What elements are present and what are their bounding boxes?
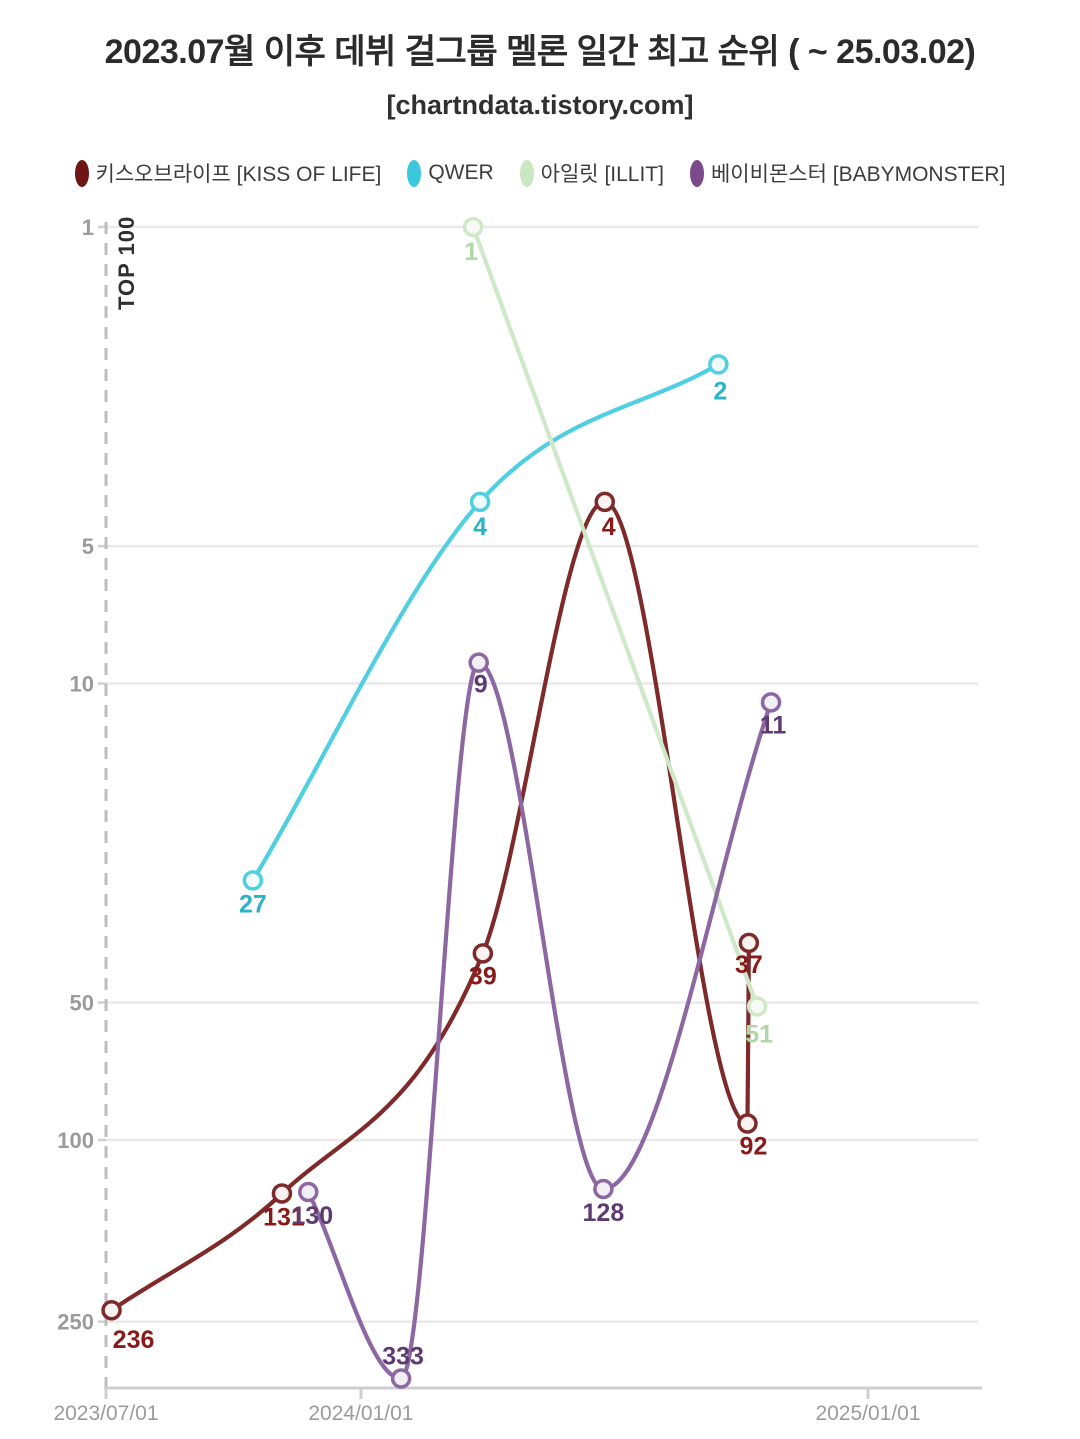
data-point-0 <box>101 1299 122 1321</box>
data-point-label-0: 4 <box>602 513 616 541</box>
data-point-3 <box>390 1368 412 1389</box>
data-point-2 <box>462 216 484 238</box>
data-point-0 <box>472 943 494 964</box>
data-point-label-1: 4 <box>473 513 487 541</box>
data-point-0 <box>738 932 760 954</box>
data-point-1 <box>708 354 729 375</box>
data-point-label-0: 131 <box>263 1204 305 1232</box>
legend-marker-icon <box>689 159 704 187</box>
data-point-1 <box>469 491 491 513</box>
legend-item-3: 베이비몬스터 [BABYMONSTER] <box>689 158 1006 188</box>
data-point-label-1: 2 <box>713 377 727 405</box>
y-tick-label: 5 <box>82 534 94 559</box>
y-tick-label: 10 <box>70 672 94 697</box>
legend-item-1: QWER <box>407 159 494 187</box>
legend-marker-icon <box>519 159 534 187</box>
data-point-0 <box>737 1113 758 1134</box>
data-point-3 <box>593 1178 614 1200</box>
x-tick-label: 2024/01/01 <box>308 1402 413 1425</box>
data-point-label-0: 236 <box>113 1326 155 1354</box>
data-point-2 <box>746 996 768 1017</box>
data-point-3 <box>760 692 782 713</box>
data-point-label-2: 1 <box>464 238 478 266</box>
data-point-label-3: 11 <box>760 711 787 739</box>
legend-item-2: 아일릿 [ILLIT] <box>519 158 664 188</box>
series-line-3 <box>306 660 774 1381</box>
data-point-label-3: 130 <box>291 1202 333 1230</box>
x-tick-label: 2023/07/01 <box>53 1402 158 1425</box>
legend-label: 키스오브라이프 [KISS OF LIFE] <box>95 163 382 186</box>
series-line-2 <box>471 224 760 1009</box>
data-point-label-0: 37 <box>735 951 763 979</box>
y-tick-label: 250 <box>57 1310 94 1335</box>
data-point-1 <box>242 870 264 891</box>
y-tick-label: 1 <box>82 215 94 240</box>
series-line-1 <box>250 362 721 883</box>
series-line-0 <box>109 499 751 1313</box>
y-tick-label: 100 <box>57 1128 94 1153</box>
data-point-3 <box>468 652 489 673</box>
data-point-0 <box>271 1183 293 1204</box>
data-point-label-3: 9 <box>474 671 488 699</box>
y-axis-title: TOP 100 <box>114 216 139 310</box>
legend-marker-icon <box>74 159 89 187</box>
data-point-label-0: 39 <box>469 962 497 990</box>
x-tick-label: 2025/01/01 <box>815 1402 920 1425</box>
data-point-3 <box>298 1181 319 1203</box>
legend: 키스오브라이프 [KISS OF LIFE] QWER 아일릿 [ILLIT] 베이비… <box>0 158 1080 188</box>
y-tick-label: 50 <box>70 991 94 1016</box>
legend-item-0: 키스오브라이프 [KISS OF LIFE] <box>74 158 382 188</box>
legend-marker-icon <box>407 159 422 187</box>
data-point-label-1: 27 <box>239 890 267 918</box>
data-point-0 <box>594 491 616 513</box>
data-point-label-2: 51 <box>745 1021 773 1049</box>
data-point-label-3: 128 <box>583 1199 625 1227</box>
data-point-label-0: 92 <box>740 1132 768 1160</box>
data-point-label-3: 333 <box>382 1342 424 1370</box>
legend-label: QWER <box>428 161 494 184</box>
chart-title: 2023.07월 이후 데뷔 걸그룹 멜론 일간 최고 순위 ( ~ 25.03… <box>104 33 976 71</box>
chart-subtitle: [chartndata.tistory.com] <box>386 90 694 120</box>
legend-label: 베이비몬스터 [BABYMONSTER] <box>710 163 1006 186</box>
legend-label: 아일릿 [ILLIT] <box>540 163 664 186</box>
